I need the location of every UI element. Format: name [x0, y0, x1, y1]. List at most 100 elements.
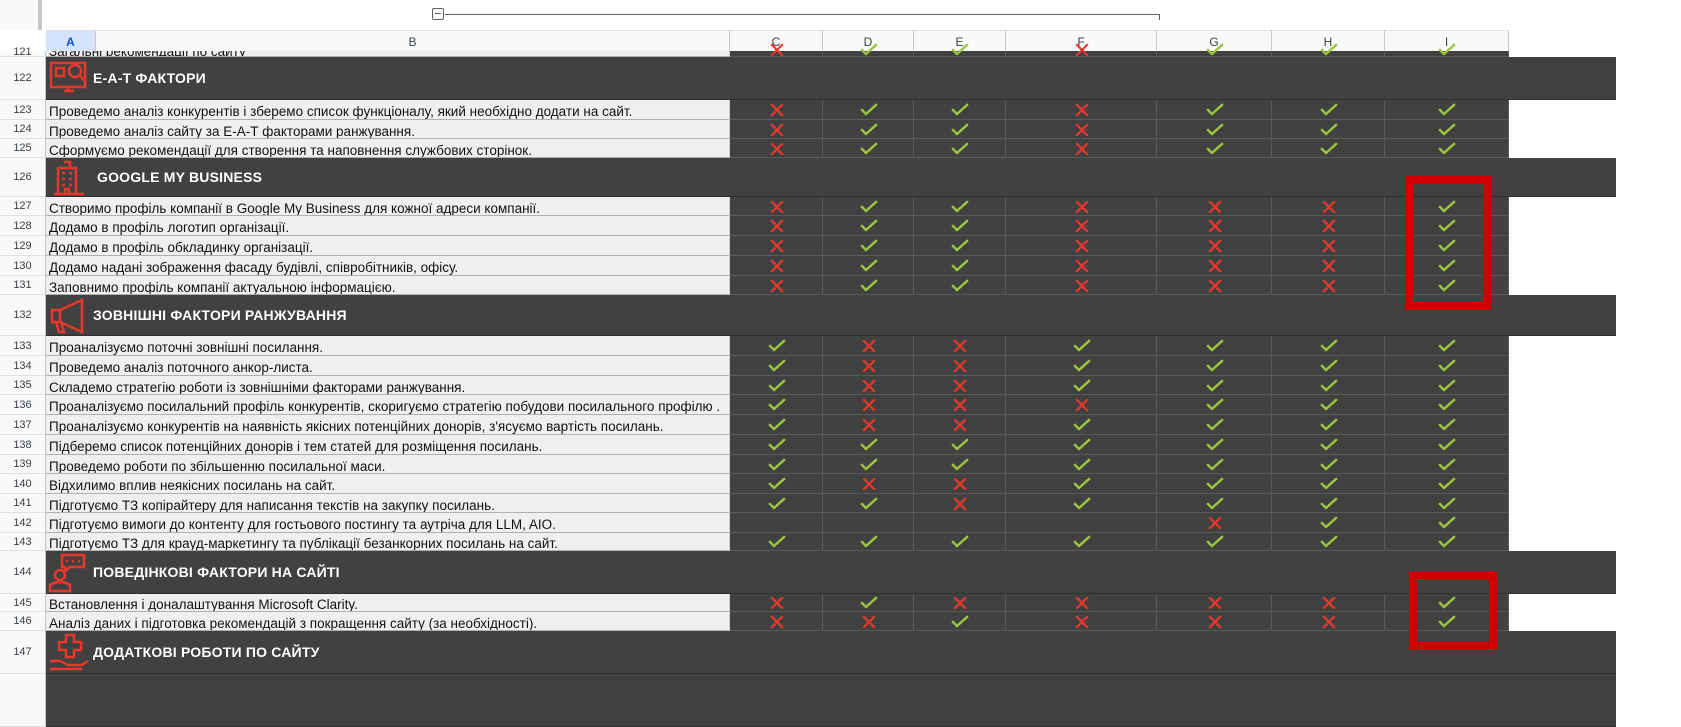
status-cell-d[interactable]	[823, 395, 914, 415]
status-cell-i[interactable]	[1385, 455, 1509, 474]
row-header[interactable]: 139	[0, 455, 46, 474]
status-cell-c[interactable]	[730, 336, 823, 356]
status-cell-d[interactable]	[823, 276, 914, 295]
status-cell-h[interactable]	[1272, 474, 1385, 494]
status-cell-c[interactable]	[730, 43, 823, 57]
status-cell-e[interactable]	[914, 594, 1006, 612]
status-cell-i[interactable]	[1385, 197, 1509, 216]
status-cell-i[interactable]	[1385, 356, 1509, 376]
status-cell-c[interactable]	[730, 276, 823, 295]
status-cell-g[interactable]	[1157, 276, 1272, 295]
status-cell-g[interactable]	[1157, 612, 1272, 631]
status-cell-h[interactable]	[1272, 43, 1385, 57]
status-cell-g[interactable]	[1157, 139, 1272, 158]
collapse-group-button[interactable]	[432, 8, 444, 20]
task-cell[interactable]: Додамо в профіль логотип організації.	[46, 216, 730, 236]
status-cell-f[interactable]	[1006, 139, 1157, 158]
section-header-row[interactable]: Е-А-Т ФАКТОРИ	[46, 57, 1616, 100]
status-cell-d[interactable]	[823, 415, 914, 435]
status-cell-g[interactable]	[1157, 415, 1272, 435]
status-cell-d[interactable]	[823, 455, 914, 474]
status-cell-d[interactable]	[823, 533, 914, 551]
status-cell-h[interactable]	[1272, 395, 1385, 415]
status-cell-f[interactable]	[1006, 120, 1157, 139]
row-header[interactable]: 137	[0, 415, 46, 435]
status-cell-g[interactable]	[1157, 594, 1272, 612]
task-cell[interactable]: Заповнимо профіль компанії актуальною ін…	[46, 276, 730, 295]
status-cell-i[interactable]	[1385, 533, 1509, 551]
status-cell-e[interactable]	[914, 513, 1006, 533]
status-cell-f[interactable]	[1006, 336, 1157, 356]
task-cell[interactable]: Проведемо аналіз конкурентів і зберемо с…	[46, 100, 730, 120]
row-header[interactable]: 133	[0, 336, 46, 356]
status-cell-h[interactable]	[1272, 533, 1385, 551]
status-cell-e[interactable]	[914, 336, 1006, 356]
row-header[interactable]: 125	[0, 139, 46, 158]
status-cell-f[interactable]	[1006, 612, 1157, 631]
row-header[interactable]: 142	[0, 513, 46, 533]
status-cell-g[interactable]	[1157, 494, 1272, 513]
row-header[interactable]: 141	[0, 494, 46, 513]
task-cell[interactable]: Аналіз даних і підготовка рекомендацій з…	[46, 612, 730, 631]
status-cell-g[interactable]	[1157, 395, 1272, 415]
task-cell[interactable]: Проведемо аналіз поточного анкор-листа.	[46, 356, 730, 376]
row-header[interactable]: 136	[0, 395, 46, 415]
status-cell-g[interactable]	[1157, 376, 1272, 395]
status-cell-h[interactable]	[1272, 594, 1385, 612]
status-cell-e[interactable]	[914, 216, 1006, 236]
status-cell-f[interactable]	[1006, 455, 1157, 474]
task-cell[interactable]: Підготуємо вимоги до контенту для гостьо…	[46, 513, 730, 533]
row-header[interactable]: 131	[0, 276, 46, 295]
status-cell-f[interactable]	[1006, 100, 1157, 120]
status-cell-e[interactable]	[914, 474, 1006, 494]
status-cell-h[interactable]	[1272, 100, 1385, 120]
row-header[interactable]: 143	[0, 533, 46, 551]
task-cell[interactable]: Проаналізуємо поточні зовнішні посилання…	[46, 336, 730, 356]
task-cell[interactable]: Загальні рекомендації по сайту	[46, 51, 730, 57]
status-cell-f[interactable]	[1006, 415, 1157, 435]
status-cell-g[interactable]	[1157, 435, 1272, 455]
status-cell-h[interactable]	[1272, 139, 1385, 158]
status-cell-d[interactable]	[823, 139, 914, 158]
task-cell[interactable]: Проаналізуємо посилальний профіль конкур…	[46, 395, 730, 415]
row-header[interactable]: 135	[0, 376, 46, 395]
status-cell-g[interactable]	[1157, 336, 1272, 356]
task-cell[interactable]: Підберемо список потенційних донорів і т…	[46, 435, 730, 455]
row-header[interactable]: 128	[0, 216, 46, 236]
status-cell-i[interactable]	[1385, 43, 1509, 57]
row-header[interactable]: 121	[0, 47, 46, 58]
row-header[interactable]: 129	[0, 236, 46, 256]
row-header[interactable]: 132	[0, 295, 46, 336]
status-cell-d[interactable]	[823, 256, 914, 276]
task-cell[interactable]: Сформуємо рекомендації для створення та …	[46, 139, 730, 158]
status-cell-f[interactable]	[1006, 435, 1157, 455]
status-cell-i[interactable]	[1385, 276, 1509, 295]
status-cell-i[interactable]	[1385, 474, 1509, 494]
status-cell-c[interactable]	[730, 356, 823, 376]
status-cell-c[interactable]	[730, 197, 823, 216]
status-cell-g[interactable]	[1157, 236, 1272, 256]
task-cell[interactable]: Додамо в профіль обкладинку організації.	[46, 236, 730, 256]
status-cell-i[interactable]	[1385, 336, 1509, 356]
status-cell-c[interactable]	[730, 120, 823, 139]
status-cell-d[interactable]	[823, 474, 914, 494]
section-header-row[interactable]: ЗОВНІШНІ ФАКТОРИ РАНЖУВАННЯ	[46, 295, 1616, 336]
column-header-b[interactable]: B	[96, 30, 730, 54]
status-cell-h[interactable]	[1272, 236, 1385, 256]
select-all-corner[interactable]	[0, 0, 42, 30]
status-cell-h[interactable]	[1272, 435, 1385, 455]
status-cell-e[interactable]	[914, 455, 1006, 474]
status-cell-e[interactable]	[914, 415, 1006, 435]
status-cell-g[interactable]	[1157, 455, 1272, 474]
task-cell[interactable]: Додамо надані зображення фасаду будівлі,…	[46, 256, 730, 276]
status-cell-h[interactable]	[1272, 415, 1385, 435]
status-cell-i[interactable]	[1385, 216, 1509, 236]
status-cell-c[interactable]	[730, 216, 823, 236]
status-cell-f[interactable]	[1006, 395, 1157, 415]
row-header[interactable]: 134	[0, 356, 46, 376]
row-header[interactable]: 127	[0, 197, 46, 216]
status-cell-e[interactable]	[914, 236, 1006, 256]
status-cell-g[interactable]	[1157, 256, 1272, 276]
status-cell-h[interactable]	[1272, 513, 1385, 533]
row-header[interactable]: 124	[0, 120, 46, 139]
